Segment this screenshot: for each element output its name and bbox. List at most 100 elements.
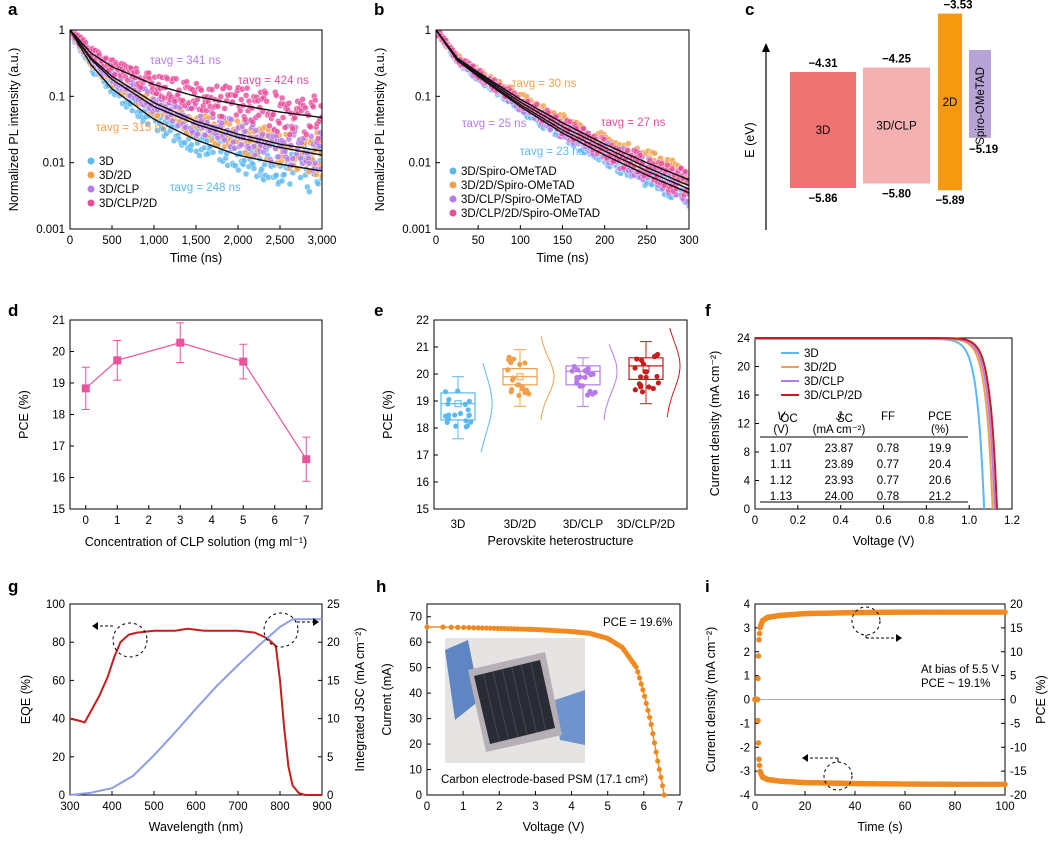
legend-marker: [87, 171, 95, 179]
data-point: [144, 120, 152, 128]
y-tick-label: 50: [409, 663, 422, 675]
legend-label: 3D/CLP/2D: [99, 198, 157, 210]
cell-stripe: [511, 666, 528, 735]
data-point: [574, 380, 580, 386]
data-point: [522, 360, 528, 366]
table-cell: 23.89: [825, 459, 854, 471]
data-point: [646, 714, 653, 720]
data-point: [457, 410, 464, 417]
data-point: [314, 135, 322, 142]
panel-f: 0 0.2 0.4 0.6 0.8 1.0 1.2 0 4 8 12 16 20 24 Voltage (V…: [708, 333, 1020, 548]
table-cell: 0.77: [877, 459, 899, 471]
fit-line: [436, 30, 689, 190]
y-axis-label: Normalized PL intensity (a.u.): [373, 48, 387, 212]
data-point: [217, 93, 225, 100]
x-axis-label: Time (ns): [536, 251, 588, 265]
data-point: [240, 157, 248, 164]
table-header-sub: SC: [837, 413, 853, 425]
x-tick-label: 5: [605, 801, 611, 813]
table-cell: 1.07: [770, 443, 792, 455]
data-point: [307, 123, 314, 131]
data-point: [585, 392, 591, 398]
panel-i: 0 20 40 60 80 100-4-3-2-101234-20-15-10-50510…: [704, 599, 1048, 834]
data-point: [517, 361, 523, 367]
data-point: [638, 382, 644, 389]
data-point: [226, 84, 233, 92]
data-point: [188, 141, 195, 149]
band-name: Spiro-OMeTAD: [975, 67, 987, 145]
panel-g: 300 400 500 600 700 800 9000204060801000510152…: [19, 599, 367, 834]
data-point: [582, 374, 588, 381]
tau-annotation: τavg = 424 ns: [238, 75, 309, 87]
data-point: [479, 625, 486, 631]
y-tick-label: 21: [52, 315, 65, 327]
data-point: [508, 389, 514, 395]
distribution-curve: [480, 363, 493, 453]
y-tick-label: 1: [744, 671, 750, 683]
data-point: [585, 365, 591, 371]
tau-annotation: τavg = 248 ns: [170, 182, 241, 194]
y-tick-label: 0.1: [415, 91, 431, 103]
indicator-circle: [851, 606, 881, 636]
x-tick-label: 0: [752, 515, 758, 527]
y-tick-label: 21: [416, 342, 429, 354]
data-point: [475, 625, 481, 631]
y-tick-label: 80: [52, 637, 65, 649]
x-axis-label: Time (ns): [170, 251, 222, 265]
y-tick-label: -4: [740, 790, 751, 802]
data-point: [526, 391, 532, 397]
y-tick-label: 0.001: [402, 224, 431, 236]
panel-label-i: i: [705, 577, 710, 596]
data-point: [574, 367, 581, 373]
data-point: [659, 783, 666, 789]
data-point: [455, 388, 461, 394]
data-point: [233, 111, 240, 119]
legend-marker: [449, 181, 457, 189]
data-point: [285, 99, 293, 107]
band-bottom-value: −5.89: [935, 195, 964, 207]
category-label: 3D/2D: [504, 519, 537, 531]
data-point: [81, 384, 90, 393]
data-point: [684, 197, 689, 205]
data-point: [278, 177, 286, 185]
y-tick-label: 30: [409, 714, 422, 726]
y-tick-label: -1: [740, 718, 750, 730]
data-point: [577, 374, 583, 380]
box-3d-clp: 3D/CLP: [563, 344, 618, 531]
panel-b: 0 50 100 150 200 250 300 0.001 0.01 0.1 1 Time (ns)…: [373, 25, 699, 265]
data-point: [273, 92, 280, 99]
y-tick-label: 17: [52, 441, 65, 453]
data-point: [634, 356, 640, 362]
data-point: [661, 792, 667, 798]
x-tick-label: 2: [146, 515, 152, 527]
x-tick-label: 60: [899, 801, 912, 813]
glove-left: [445, 640, 480, 720]
data-point: [289, 125, 297, 132]
box-mean: [516, 373, 524, 381]
data-points: [436, 30, 689, 210]
data-point: [463, 418, 469, 424]
x-axis-label: Voltage (V): [853, 534, 915, 548]
x-tick-label: 300: [60, 801, 79, 813]
y-tick-label: 22: [416, 315, 429, 327]
arrow-head: [313, 618, 319, 626]
data-point: [651, 740, 658, 746]
y-tick-label: 18: [52, 410, 65, 422]
y-tick-label: 20: [416, 369, 429, 381]
table-header-unit: (mA cm⁻²): [813, 424, 866, 436]
data-point: [311, 159, 319, 167]
data-point: [310, 103, 317, 111]
x-tick-label: 50: [472, 235, 485, 247]
y-tick-label: 1: [59, 25, 65, 37]
data-point: [635, 669, 641, 675]
data-point: [658, 774, 664, 780]
data-point: [238, 141, 245, 148]
cell-stripe: [483, 673, 500, 742]
indicator-circle: [823, 761, 853, 791]
x-tick-label: 600: [186, 801, 205, 813]
data-point: [446, 396, 452, 403]
data-point: [208, 86, 216, 93]
panel-label-b: b: [374, 0, 384, 19]
data-point: [466, 624, 472, 631]
